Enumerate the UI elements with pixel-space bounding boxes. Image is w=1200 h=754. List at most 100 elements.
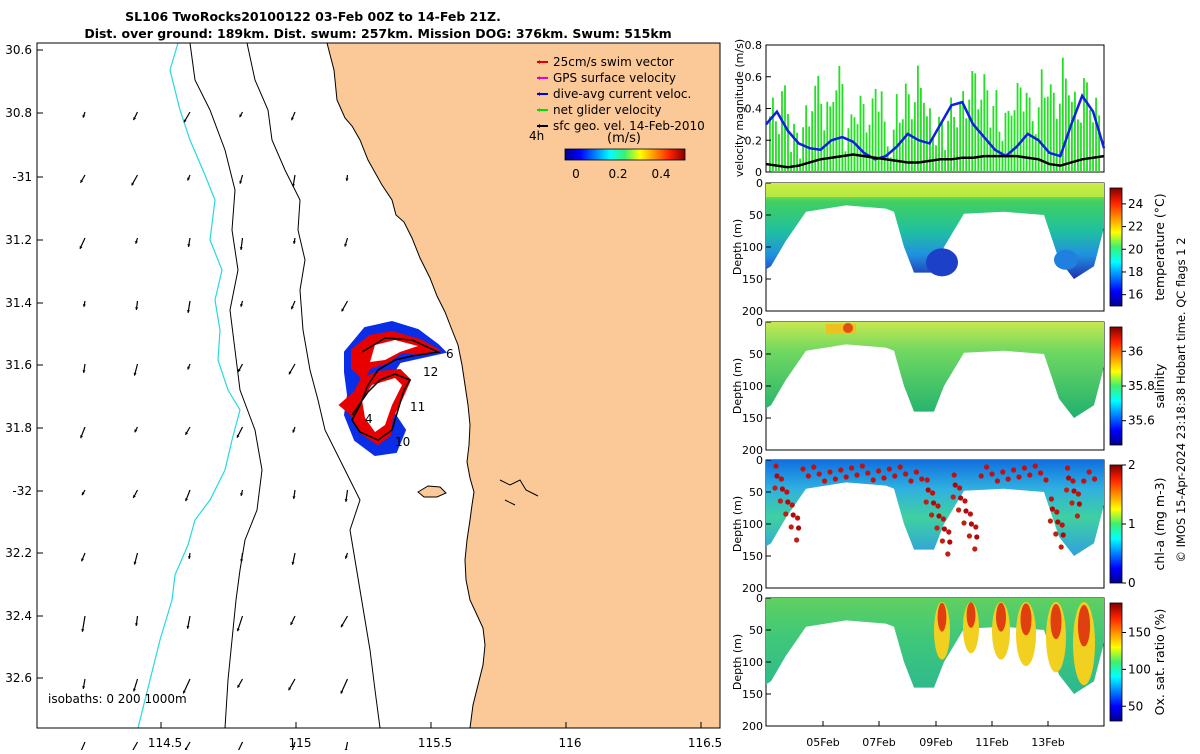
net-velocity-bar bbox=[926, 116, 928, 172]
velocity-arrow bbox=[80, 426, 86, 439]
legend-label: GPS surface velocity bbox=[553, 71, 676, 85]
net-velocity-bar bbox=[983, 74, 986, 172]
net-velocity-bar bbox=[784, 85, 786, 172]
net-velocity-bar bbox=[1040, 69, 1043, 172]
lat-tick-label: -31 bbox=[12, 170, 32, 184]
net-velocity-bar bbox=[790, 152, 792, 172]
legend-label: net glider velocity bbox=[553, 103, 661, 117]
net-velocity-bar bbox=[1049, 84, 1052, 172]
velocity-arrow-head bbox=[187, 177, 191, 181]
chl-dot bbox=[790, 512, 796, 518]
net-velocity-bar bbox=[1074, 91, 1076, 172]
chl-dot bbox=[1054, 509, 1060, 515]
net-velocity-bar bbox=[965, 118, 968, 172]
colorbar-label: Ox. sat. ratio (%) bbox=[1152, 609, 1167, 716]
chl-dot bbox=[1000, 469, 1006, 475]
depth-ylabel: Depth (m) bbox=[731, 358, 744, 414]
colorbar-label: salinity bbox=[1152, 363, 1167, 408]
depth-y-tick-label: 50 bbox=[749, 348, 763, 361]
cold-core bbox=[1054, 249, 1078, 270]
chl-dot bbox=[778, 476, 785, 482]
velocity-arrow bbox=[79, 741, 86, 754]
velocity-arrow-head bbox=[79, 245, 83, 249]
depth-section-field bbox=[766, 322, 1104, 418]
chl-dot bbox=[952, 482, 958, 488]
depth-y-ticks: 0 50 100 150 200 bbox=[742, 177, 771, 318]
net-velocity-bar bbox=[805, 105, 808, 172]
net-velocity-bar bbox=[895, 94, 898, 172]
velocity-arrow-head bbox=[135, 240, 138, 244]
net-velocity-bar bbox=[841, 83, 844, 172]
oxygen-plume-core bbox=[937, 602, 947, 632]
chl-dot bbox=[941, 526, 948, 532]
velocity-arrow bbox=[288, 363, 296, 375]
net-velocity-bar bbox=[823, 130, 826, 172]
net-velocity-bar bbox=[862, 104, 865, 172]
oxygen-plume-core bbox=[966, 602, 976, 628]
net-velocity-bar bbox=[962, 91, 965, 172]
net-velocity-bar bbox=[974, 73, 977, 172]
net-velocity-bar bbox=[1064, 78, 1067, 172]
velocity-arrow-head bbox=[344, 499, 348, 502]
chl-dot bbox=[934, 525, 940, 531]
lon-tick-label: 116 bbox=[559, 736, 582, 750]
lon-tick-label: 114.5 bbox=[148, 736, 182, 750]
chl-dot bbox=[1071, 488, 1077, 494]
chl-dot bbox=[972, 546, 978, 552]
day-label: 12 bbox=[423, 365, 438, 379]
chl-dot bbox=[838, 467, 844, 473]
chl-dot bbox=[967, 511, 974, 517]
velocity-arrow-shaft bbox=[79, 741, 86, 754]
net-velocity-bar bbox=[910, 119, 913, 172]
chl-dot bbox=[1070, 478, 1076, 484]
chl-dot bbox=[978, 473, 984, 479]
velocity-arrow bbox=[187, 237, 191, 247]
lat-tick-label: 32.4 bbox=[5, 609, 32, 623]
chl-dot bbox=[962, 498, 968, 504]
map-colorbar-ticks: 0 0.2 0.4 bbox=[572, 167, 670, 181]
oxygen-plume-core bbox=[1020, 603, 1032, 636]
net-velocity-bar bbox=[932, 136, 934, 172]
chl-dot bbox=[832, 476, 839, 482]
colorbar-tick-label: 24 bbox=[1128, 197, 1143, 211]
velocity-arrow-head bbox=[237, 684, 241, 688]
depth-y-tick-label: 100 bbox=[742, 241, 763, 254]
velocity-arrow bbox=[239, 237, 244, 250]
net-velocity-bar bbox=[980, 99, 983, 172]
velocity-arrow bbox=[134, 426, 139, 433]
oxygen-plume-core bbox=[1050, 603, 1062, 640]
net-velocity-bar bbox=[793, 123, 795, 172]
chl-dot bbox=[956, 507, 962, 513]
net-velocity-bar bbox=[1046, 96, 1049, 172]
net-velocity-bar bbox=[1058, 103, 1061, 172]
velocity-y-tick-label: 0.2 bbox=[745, 134, 763, 147]
net-velocity-bar bbox=[950, 97, 952, 172]
net-velocity-bar bbox=[883, 121, 886, 172]
track-white-interior bbox=[370, 340, 418, 362]
velocity-arrow-head bbox=[239, 114, 243, 118]
velocity-arrow bbox=[132, 489, 139, 499]
oxygen-plume-core bbox=[996, 602, 1006, 632]
depth-y-tick-label: 0 bbox=[756, 592, 763, 605]
chl-dot bbox=[1064, 487, 1070, 493]
chl-dot bbox=[1043, 477, 1049, 483]
chl-dot bbox=[795, 515, 801, 521]
net-glider-velocity-bars bbox=[769, 57, 1100, 172]
velocity-arrow bbox=[135, 237, 139, 244]
map-colorbar-tick-label: 0.2 bbox=[608, 167, 627, 181]
map-colorbar-tick-label: 0.4 bbox=[651, 167, 670, 181]
depth-y-ticks: 0 50 100 150 200 bbox=[742, 454, 771, 595]
velocity-arrow bbox=[82, 363, 86, 373]
velocity-arrow bbox=[239, 111, 244, 118]
net-velocity-bar bbox=[1052, 92, 1055, 172]
net-velocity-bar bbox=[772, 97, 774, 172]
net-velocity-bar bbox=[944, 150, 946, 172]
colorbar-tick-label: 35.6 bbox=[1128, 414, 1155, 428]
velocity-arrow-head bbox=[80, 179, 84, 183]
section-colorbar bbox=[1109, 326, 1123, 446]
chl-dot bbox=[908, 478, 914, 484]
island bbox=[417, 485, 447, 498]
day-label: 10 bbox=[395, 435, 410, 449]
chl-dot bbox=[1081, 478, 1087, 484]
